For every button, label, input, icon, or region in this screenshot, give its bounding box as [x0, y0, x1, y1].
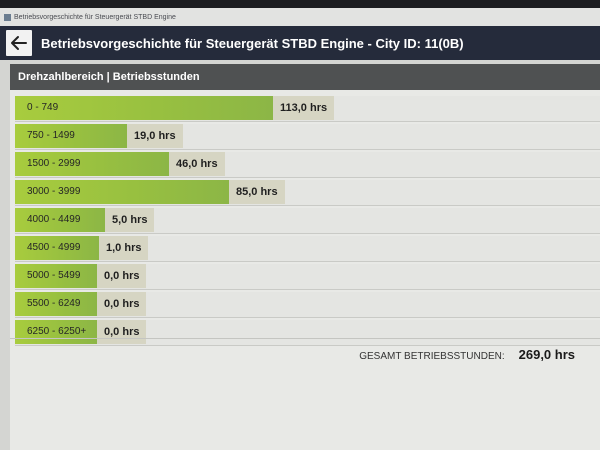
rpm-hours-rows: 0 - 749 113,0 hrs 750 - 1499 19,0 hrs 1500 -… — [15, 96, 600, 348]
table-row: 3000 - 3999 85,0 hrs — [15, 180, 600, 206]
rpm-range-label: 1500 - 2999 — [27, 158, 81, 169]
arrow-left-icon — [11, 36, 27, 50]
hours-bar — [15, 208, 105, 232]
table-row: 4500 - 4999 1,0 hrs — [15, 236, 600, 262]
table-row: 750 - 1499 19,0 hrs — [15, 124, 600, 150]
hours-value: 0,0 hrs — [97, 320, 147, 344]
table-row: 0 - 749 113,0 hrs — [15, 96, 600, 122]
hours-bar — [15, 236, 99, 260]
window-title: Betriebsvorgeschichte für Steuergerät ST… — [14, 13, 176, 21]
total-hours-value: 269,0 hrs — [518, 347, 575, 362]
rpm-range-label: 0 - 749 — [27, 102, 59, 113]
hours-value: 5,0 hrs — [105, 208, 155, 232]
rpm-range-label: 750 - 1499 — [27, 130, 75, 141]
application-window: Betriebsvorgeschichte für Steuergerät ST… — [0, 8, 600, 450]
page-title: Betriebsvorgeschichte für Steuergerät ST… — [41, 35, 464, 51]
hours-value: 85,0 hrs — [229, 180, 285, 204]
hours-value: 0,0 hrs — [97, 292, 147, 316]
hours-bar — [15, 152, 169, 176]
table-row: 6250 - 6250+ 0,0 hrs — [15, 320, 600, 346]
rpm-range-label: 5000 - 5499 — [27, 270, 81, 281]
total-hours-label: GESAMT BETRIEBSSTUNDEN: — [359, 351, 505, 362]
back-button[interactable] — [6, 30, 32, 56]
rpm-range-label: 4500 - 4999 — [27, 242, 81, 253]
divider — [10, 338, 600, 339]
hours-bar — [15, 320, 97, 344]
hours-bar — [15, 180, 229, 204]
table-header: Drehzahlbereich | Betriebsstunden — [10, 64, 600, 90]
window-titlebar: Betriebsvorgeschichte für Steuergerät ST… — [0, 8, 600, 26]
hours-value: 113,0 hrs — [273, 96, 335, 120]
table-row: 5000 - 5499 0,0 hrs — [15, 264, 600, 290]
rpm-range-label: 3000 - 3999 — [27, 186, 81, 197]
hours-bar — [15, 264, 97, 288]
hours-value: 19,0 hrs — [127, 124, 183, 148]
hours-value: 1,0 hrs — [99, 236, 149, 260]
operating-history-panel: Drehzahlbereich | Betriebsstunden 0 - 74… — [10, 64, 600, 450]
rpm-range-label: 5500 - 6249 — [27, 298, 81, 309]
page-header: Betriebsvorgeschichte für Steuergerät ST… — [0, 26, 600, 60]
table-row: 1500 - 2999 46,0 hrs — [15, 152, 600, 178]
rpm-range-label: 6250 - 6250+ — [27, 326, 87, 337]
hours-value: 0,0 hrs — [97, 264, 147, 288]
app-icon — [4, 13, 11, 21]
rpm-range-label: 4000 - 4499 — [27, 214, 81, 225]
hours-value: 46,0 hrs — [169, 152, 225, 176]
hours-bar — [15, 292, 97, 316]
hours-bar — [15, 96, 273, 120]
table-row: 5500 - 6249 0,0 hrs — [15, 292, 600, 318]
total-hours: GESAMT BETRIEBSSTUNDEN: 269,0 hrs — [359, 347, 575, 362]
table-row: 4000 - 4499 5,0 hrs — [15, 208, 600, 234]
hours-bar — [15, 124, 127, 148]
